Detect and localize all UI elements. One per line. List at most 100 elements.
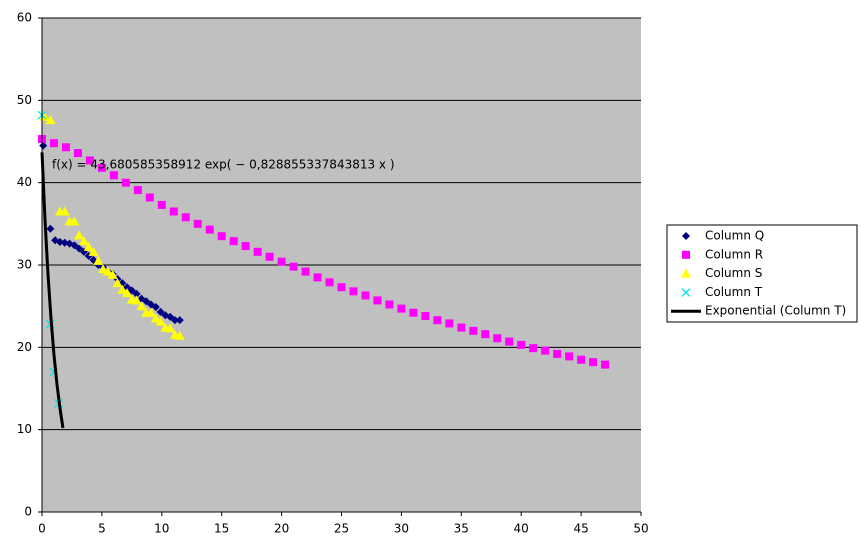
point <box>409 308 418 317</box>
legend-label: Column R <box>705 247 763 261</box>
point <box>97 163 106 172</box>
point <box>481 330 490 339</box>
point <box>205 225 214 234</box>
point <box>445 319 454 328</box>
point <box>123 283 132 292</box>
legend-marker <box>682 232 690 240</box>
point <box>433 316 442 325</box>
x-tick-label: 35 <box>454 522 469 536</box>
point <box>181 213 190 222</box>
trend-equation: f(x) = 43,680585358912 exp( − 0,82885533… <box>52 158 395 172</box>
point <box>361 291 370 300</box>
y-tick-label: 10 <box>17 422 32 436</box>
point <box>132 289 141 298</box>
point <box>46 224 55 233</box>
point <box>589 358 598 367</box>
point <box>166 312 175 321</box>
legend-label: Exponential (Column T) <box>705 304 846 318</box>
point <box>142 297 151 306</box>
point <box>601 360 610 369</box>
point <box>39 141 48 150</box>
x-tick-label: 50 <box>633 522 648 536</box>
point <box>127 286 136 295</box>
point <box>112 278 123 288</box>
point <box>165 323 176 333</box>
point <box>150 313 161 323</box>
point <box>122 287 133 297</box>
point <box>117 284 128 294</box>
point <box>421 312 430 321</box>
y-tick-label: 20 <box>17 340 32 354</box>
x-tick-label: 15 <box>214 522 229 536</box>
point <box>313 273 322 282</box>
point <box>121 178 130 187</box>
legend-label: Column S <box>705 266 762 280</box>
point <box>325 278 334 287</box>
point <box>229 237 238 246</box>
point <box>217 232 226 241</box>
point <box>85 156 94 165</box>
legend-label: Column T <box>705 285 763 299</box>
point <box>169 207 178 216</box>
point <box>174 330 185 340</box>
point <box>155 316 166 326</box>
point <box>151 302 160 311</box>
point <box>457 323 466 332</box>
point <box>136 301 147 311</box>
legend-marker <box>681 287 691 297</box>
point <box>577 355 586 364</box>
point <box>78 236 89 246</box>
x-tick-label: 40 <box>514 522 529 536</box>
point <box>49 139 58 148</box>
legend-label: Column Q <box>705 229 764 243</box>
x-tick-label: 30 <box>394 522 409 536</box>
y-tick-label: 60 <box>17 11 32 25</box>
point <box>83 241 94 251</box>
point <box>170 316 179 325</box>
point <box>241 242 250 251</box>
point <box>193 219 202 228</box>
point <box>289 262 298 271</box>
point <box>145 193 154 202</box>
point <box>133 186 142 195</box>
y-tick-label: 40 <box>17 175 32 189</box>
point <box>385 300 394 309</box>
point <box>505 337 514 346</box>
point <box>75 244 84 253</box>
y-tick-label: 0 <box>24 505 32 519</box>
point <box>157 200 166 209</box>
point <box>74 230 85 240</box>
point <box>253 247 262 256</box>
point <box>265 252 274 261</box>
point <box>175 316 184 325</box>
x-tick-label: 10 <box>154 522 169 536</box>
point <box>541 346 550 355</box>
point <box>93 255 104 265</box>
y-tick-label: 30 <box>17 258 32 272</box>
point <box>102 266 113 276</box>
point <box>397 304 406 313</box>
point <box>70 241 79 250</box>
point <box>107 269 118 279</box>
x-tick-label: 0 <box>38 522 46 536</box>
x-tick-label: 5 <box>98 522 106 536</box>
point <box>517 340 526 349</box>
point <box>73 149 82 158</box>
x-tick-label: 45 <box>573 522 588 536</box>
point <box>337 283 346 292</box>
point <box>493 334 502 343</box>
point <box>565 352 574 361</box>
point <box>59 206 70 216</box>
legend-marker <box>682 250 690 259</box>
y-tick-label: 50 <box>17 93 32 107</box>
point <box>529 344 538 353</box>
legend <box>666 224 858 323</box>
point <box>301 267 310 276</box>
point <box>277 257 286 266</box>
point <box>146 307 157 317</box>
point <box>373 296 382 305</box>
point <box>156 307 165 316</box>
point <box>45 115 56 125</box>
point <box>349 287 358 296</box>
